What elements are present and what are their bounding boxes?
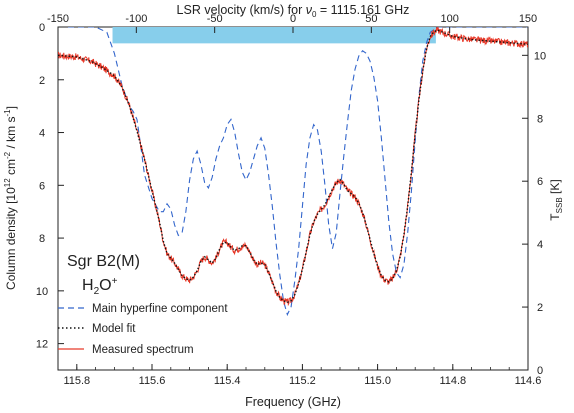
left-axis-tick-label: 10 [36, 286, 48, 298]
top-axis-label: LSR velocity (km/s) for ν0 = 1115.161 GH… [177, 3, 410, 19]
molecule-annotation: H2O+ [82, 276, 118, 297]
top-axis-tick-label: 0 [290, 13, 296, 25]
top-axis-tick-label: -50 [207, 13, 223, 25]
right-axis-tick-label: 10 [534, 50, 546, 62]
legend-label-model-fit: Model fit [92, 323, 136, 335]
x-axis-tick-label: 115.6 [139, 375, 166, 387]
x-axis-label: Frequency (GHz) [245, 395, 341, 409]
right-axis-tick-label: 6 [537, 176, 543, 188]
right-axis-tick-label: 2 [537, 302, 543, 314]
left-axis-tick-label: 2 [39, 75, 45, 87]
left-axis-tick-label: 6 [39, 180, 45, 192]
left-axis-tick-label: 12 [36, 339, 48, 351]
top-axis-tick-label: 100 [440, 13, 458, 25]
right-axis-tick-label: 0 [537, 365, 543, 377]
source-annotation: Sgr B2(M) [67, 253, 140, 270]
top-axis-tick-label: -150 [47, 13, 69, 25]
highlight-band [112, 27, 436, 44]
legend-label-measured-spectrum: Measured spectrum [92, 344, 194, 356]
top-axis-tick-label: 150 [519, 13, 537, 25]
x-axis-tick-label: 114.8 [439, 375, 466, 387]
left-axis-tick-label: 8 [39, 233, 45, 245]
right-axis-label: TSSB [K] [548, 179, 564, 220]
x-axis-tick-label: 115.0 [364, 375, 391, 387]
x-axis-tick-label: 115.2 [289, 375, 316, 387]
left-axis-tick-label: 4 [39, 128, 45, 140]
top-axis-tick-label: 50 [365, 13, 377, 25]
left-axis-tick-label: 0 [39, 22, 45, 34]
legend: Main hyperfine component Model fit Measu… [58, 303, 228, 356]
series-line-main-hyperfine-component [58, 27, 528, 317]
left-axis-label: Column density [1012 cm-2 / km s-1] [3, 106, 18, 290]
right-axis-tick-label: 4 [537, 239, 543, 251]
right-axis-tick-label: 8 [537, 113, 543, 125]
plot-frame [57, 26, 529, 371]
x-axis-tick-label: 115.4 [214, 375, 241, 387]
top-axis-tick-label: -100 [125, 13, 147, 25]
x-axis-tick-label: 114.6 [515, 375, 542, 387]
series-line-model-fit [58, 29, 528, 304]
legend-label-main-hyperfine: Main hyperfine component [92, 303, 228, 315]
x-axis-tick-label: 115.8 [63, 375, 90, 387]
